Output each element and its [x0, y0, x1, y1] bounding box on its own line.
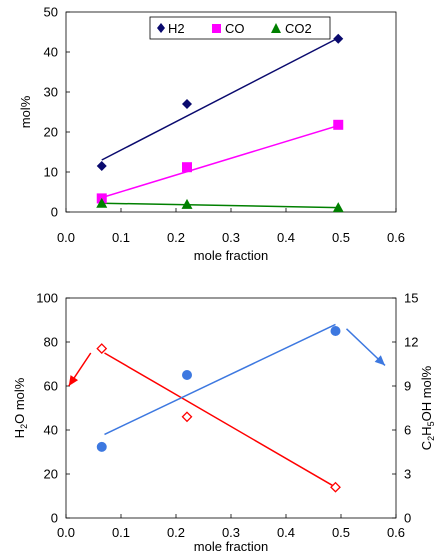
fit-line-co [101, 124, 339, 199]
data-point-ethanol [182, 370, 192, 380]
data-point-co2 [332, 202, 344, 213]
data-point-co2 [181, 198, 193, 209]
bottom-left-y-tick-labels: 0 20 40 60 80 100 [36, 291, 58, 526]
top-plot-area [65, 11, 397, 213]
legend-entry-co2: CO2 [271, 21, 312, 36]
data-point-h2o [96, 343, 108, 355]
x-tick-label: 0.5 [332, 230, 350, 245]
data-point-h2o [330, 481, 341, 493]
y-tick-label: 0 [51, 205, 58, 220]
right-y-tick-label: 15 [404, 291, 418, 306]
legend-triangle-marker [271, 23, 281, 33]
bottom-x-axis-label: mole fraction [194, 539, 268, 554]
chart-bottom: 0.0 0.1 0.2 0.3 0.4 0.5 0.6 0 20 40 60 80 100 0 3 6 9 1… [12, 291, 436, 555]
bottom-fit-lines [104, 323, 336, 488]
axis-arrow-ethanol [345, 328, 386, 367]
ethanol-label-sub1: 2 [426, 436, 436, 441]
x-tick-label: 0.5 [332, 525, 350, 540]
legend-diamond-marker [157, 23, 165, 33]
x-tick-label: 0.6 [387, 230, 405, 245]
top-data-points [96, 33, 344, 213]
x-tick-label: 0.4 [277, 230, 295, 245]
data-point-co2 [96, 197, 108, 208]
legend-entry-co: CO [212, 21, 245, 36]
fit-line-h2o [104, 352, 336, 488]
h2o-label-sub: 2 [19, 424, 29, 429]
data-point-h2o [181, 411, 193, 423]
axis-arrow-ethanol-head [374, 355, 385, 366]
y-tick-label: 50 [44, 5, 58, 20]
data-point-ethanol [96, 441, 107, 452]
ethanol-label-h: H [419, 426, 434, 435]
fit-line-ethanol [104, 323, 336, 436]
right-y-tick-label: 0 [404, 511, 411, 526]
left-y-tick-label: 40 [44, 423, 58, 438]
bottom-plot-area [65, 297, 397, 519]
data-point-h2 [96, 161, 107, 171]
y-tick-label: 20 [44, 125, 58, 140]
top-tick-marks [65, 11, 397, 213]
y-tick-label: 40 [44, 45, 58, 60]
bottom-direction-arrows [68, 328, 386, 387]
axis-arrow-h2o [68, 352, 92, 387]
y-tick-label: 30 [44, 85, 58, 100]
data-point-co [333, 119, 344, 130]
fit-line-co2 [101, 202, 339, 209]
x-tick-label: 0.4 [277, 525, 295, 540]
fit-line-h2 [101, 37, 339, 161]
top-legend: H2 CO CO2 [149, 16, 331, 40]
x-tick-label: 0.3 [222, 230, 240, 245]
legend-label-co: CO [225, 21, 245, 36]
h2o-label-h: H [12, 429, 27, 438]
legend-label-co2: CO2 [285, 21, 312, 36]
right-y-tick-label: 12 [404, 335, 418, 350]
left-y-tick-label: 0 [51, 511, 58, 526]
axis-arrow-h2o-head [68, 375, 79, 386]
x-tick-label: 0.2 [167, 525, 185, 540]
x-tick-label: 0.2 [167, 230, 185, 245]
data-point-h2 [182, 99, 192, 109]
legend-entry-h2: H2 [157, 21, 185, 36]
top-y-axis-label: mol% [18, 95, 33, 128]
bottom-right-y-tick-labels: 0 3 6 9 12 15 [404, 291, 418, 526]
legend-square-marker [212, 24, 221, 33]
legend-label-h2: H2 [168, 21, 185, 36]
x-tick-label: 0.6 [387, 525, 405, 540]
x-tick-label: 0.0 [57, 230, 75, 245]
left-y-tick-label: 80 [44, 335, 58, 350]
right-y-tick-label: 3 [404, 467, 411, 482]
top-y-tick-labels: 0 10 20 30 40 50 [44, 5, 58, 220]
ethanol-label-c: C [419, 441, 434, 450]
top-x-tick-labels: 0.0 0.1 0.2 0.3 0.4 0.5 0.6 [57, 230, 405, 245]
right-y-tick-label: 9 [404, 379, 411, 394]
bottom-data-points [96, 326, 341, 493]
h2o-label-rest: O mol% [12, 377, 27, 424]
data-point-co [182, 162, 192, 173]
left-y-tick-label: 20 [44, 467, 58, 482]
data-point-ethanol [330, 326, 341, 336]
x-tick-label: 0.1 [112, 230, 130, 245]
bottom-x-tick-labels: 0.0 0.1 0.2 0.3 0.4 0.5 0.6 [57, 525, 405, 540]
bottom-tick-marks [65, 297, 397, 519]
left-y-tick-label: 60 [44, 379, 58, 394]
bottom-left-y-axis-label: H2O mol% [12, 377, 29, 438]
y-tick-label: 10 [44, 165, 58, 180]
ethanol-label-sub2: 5 [426, 421, 436, 426]
right-y-tick-label: 6 [404, 423, 411, 438]
x-tick-label: 0.0 [57, 525, 75, 540]
x-tick-label: 0.3 [222, 525, 240, 540]
x-tick-label: 0.1 [112, 525, 130, 540]
data-point-h2 [333, 33, 344, 44]
legend-box [149, 16, 331, 40]
bottom-right-y-axis-label: C2H5OH mol% [419, 365, 436, 450]
top-fit-lines [101, 37, 339, 209]
chart-top: 0.0 0.1 0.2 0.3 0.4 0.5 0.6 0 10 20 30 40 50 mole f… [18, 5, 405, 264]
top-x-axis-label: mole fraction [194, 248, 268, 263]
left-y-tick-label: 100 [36, 291, 58, 306]
ethanol-label-rest: OH mol% [419, 365, 434, 421]
